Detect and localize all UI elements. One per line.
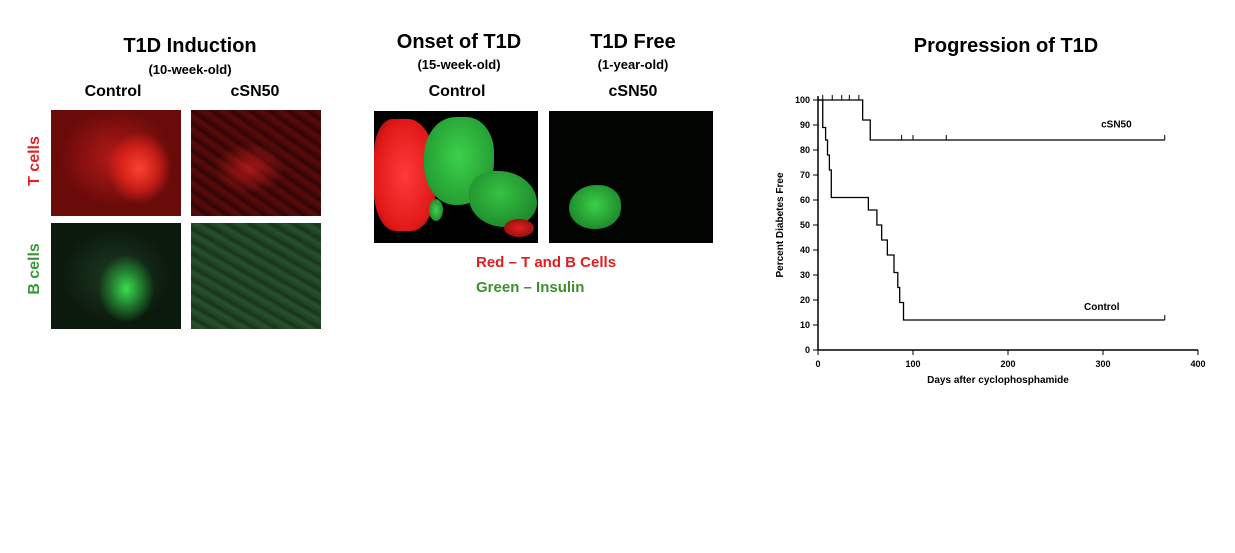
induction-title: T1D Induction — [123, 35, 257, 57]
y-tick-label: 50 — [800, 220, 810, 230]
stain-legend-red: Red – T and B Cells — [476, 254, 617, 271]
y-tick-label: 20 — [800, 295, 810, 305]
y-tick-label: 80 — [800, 145, 810, 155]
induction-col-control: Control — [84, 83, 142, 100]
x-ticks: 0 100 200 300 400 — [815, 350, 1206, 369]
annotation-csn50: cSN50 — [1101, 120, 1132, 131]
x-tick-label: 300 — [1095, 359, 1110, 369]
x-tick-label: 200 — [1000, 359, 1015, 369]
micrograph-onset-control — [374, 111, 538, 243]
free-col-csn50: cSN50 — [608, 83, 658, 100]
x-tick-label: 400 — [1190, 359, 1205, 369]
onset-col-control: Control — [428, 83, 486, 100]
y-axis-label: Percent Diabetes Free — [775, 172, 786, 277]
x-tick-label: 0 — [815, 359, 820, 369]
y-tick-label: 60 — [800, 195, 810, 205]
micrograph-bcells-csn50 — [191, 223, 321, 329]
induction-subtitle: (10-week-old) — [148, 62, 232, 77]
chart-title: Progression of T1D — [913, 35, 1099, 57]
free-subtitle: (1-year-old) — [597, 57, 669, 72]
survival-chart: 0 10 20 30 40 50 60 70 80 90 100 0 100 200 300 400 Per… — [775, 95, 1206, 386]
y-tick-label: 90 — [800, 120, 810, 130]
chart-series — [818, 95, 1166, 321]
micrograph-bcells-control — [51, 223, 181, 329]
y-tick-label: 70 — [800, 170, 810, 180]
x-axis-label: Days after cyclophosphamide — [927, 375, 1069, 386]
series-line-control — [818, 99, 1165, 321]
free-title: T1D Free — [590, 31, 676, 53]
micrograph-free-csn50 — [549, 111, 713, 243]
series-line-csn50 — [818, 99, 1165, 141]
stain-legend-green: Green – Insulin — [476, 279, 585, 296]
row-label-t-cells: T cells — [26, 136, 43, 186]
micrograph-tcells-csn50 — [191, 110, 321, 216]
induction-col-csn50: cSN50 — [230, 83, 280, 100]
y-tick-label: 30 — [800, 270, 810, 280]
onset-title: Onset of T1D — [396, 31, 522, 53]
x-tick-label: 100 — [905, 359, 920, 369]
y-tick-label: 100 — [795, 95, 810, 105]
row-label-b-cells: B cells — [26, 243, 43, 295]
y-tick-label: 40 — [800, 245, 810, 255]
y-ticks: 0 10 20 30 40 50 60 70 80 90 100 — [795, 95, 818, 355]
annotation-control: Control — [1084, 302, 1120, 313]
onset-subtitle: (15-week-old) — [417, 57, 501, 72]
y-tick-label: 10 — [800, 320, 810, 330]
chart-axes — [817, 96, 1198, 351]
micrograph-tcells-control — [51, 110, 181, 216]
y-tick-label: 0 — [805, 345, 810, 355]
